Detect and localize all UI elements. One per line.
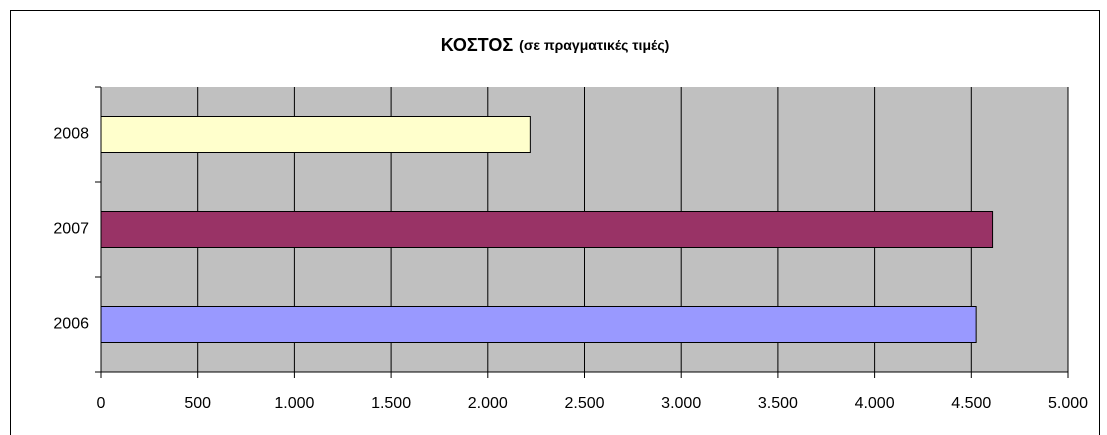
x-tick-label: 2.500 — [564, 395, 604, 412]
x-tick-label: 4.500 — [951, 395, 991, 412]
bar — [100, 306, 977, 343]
y-tick-label: 2007 — [53, 221, 89, 238]
title-sub: (σε πραγματικές τιμές) — [519, 37, 669, 53]
x-tick-label: 1.000 — [274, 395, 314, 412]
x-tick-label: 1.500 — [371, 395, 411, 412]
bar — [100, 116, 531, 153]
y-tick-label: 2008 — [53, 126, 89, 143]
x-tick-label: 3.500 — [758, 395, 798, 412]
x-tick-label: 500 — [184, 395, 211, 412]
x-tick-label: 5.000 — [1048, 395, 1088, 412]
x-tick-label: 4.000 — [855, 395, 895, 412]
x-tick-label: 2.000 — [468, 395, 508, 412]
bar — [100, 211, 994, 248]
y-tick-label: 2006 — [53, 316, 89, 333]
x-tick-label: 3.000 — [661, 395, 701, 412]
title-main: ΚΟΣΤΟΣ — [441, 35, 514, 55]
x-tick-label: 0 — [97, 395, 106, 412]
chart-title: ΚΟΣΤΟΣ (σε πραγματικές τιμές) — [441, 35, 670, 55]
